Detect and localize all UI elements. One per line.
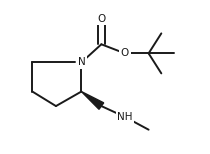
Text: O: O [121,48,129,58]
Polygon shape [81,91,104,109]
Text: NH: NH [117,112,133,122]
Text: O: O [97,14,105,24]
Text: N: N [77,57,85,67]
